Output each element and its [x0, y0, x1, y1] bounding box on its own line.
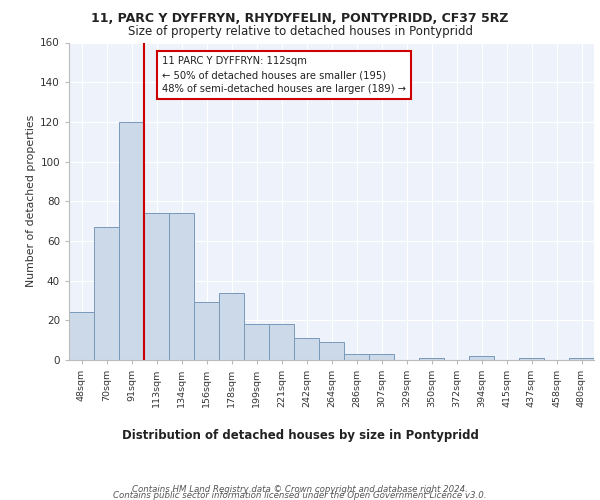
Bar: [369, 354, 394, 360]
Bar: [169, 213, 194, 360]
Text: Contains public sector information licensed under the Open Government Licence v3: Contains public sector information licen…: [113, 490, 487, 500]
Text: Size of property relative to detached houses in Pontypridd: Size of property relative to detached ho…: [128, 25, 473, 38]
Bar: [519, 358, 544, 360]
Text: Contains HM Land Registry data © Crown copyright and database right 2024.: Contains HM Land Registry data © Crown c…: [132, 484, 468, 494]
Bar: [94, 227, 119, 360]
Y-axis label: Number of detached properties: Number of detached properties: [26, 115, 36, 288]
Bar: [244, 324, 269, 360]
Bar: [344, 354, 369, 360]
Bar: [319, 342, 344, 360]
Bar: [69, 312, 94, 360]
Bar: [269, 324, 294, 360]
Bar: [569, 358, 594, 360]
Bar: [419, 358, 444, 360]
Text: Distribution of detached houses by size in Pontypridd: Distribution of detached houses by size …: [122, 430, 478, 442]
Bar: [119, 122, 144, 360]
Text: 11, PARC Y DYFFRYN, RHYDYFELIN, PONTYPRIDD, CF37 5RZ: 11, PARC Y DYFFRYN, RHYDYFELIN, PONTYPRI…: [91, 12, 509, 26]
Bar: [144, 213, 169, 360]
Bar: [294, 338, 319, 360]
Text: 11 PARC Y DYFFRYN: 112sqm
← 50% of detached houses are smaller (195)
48% of semi: 11 PARC Y DYFFRYN: 112sqm ← 50% of detac…: [161, 56, 406, 94]
Bar: [219, 292, 244, 360]
Bar: [469, 356, 494, 360]
Bar: [194, 302, 219, 360]
